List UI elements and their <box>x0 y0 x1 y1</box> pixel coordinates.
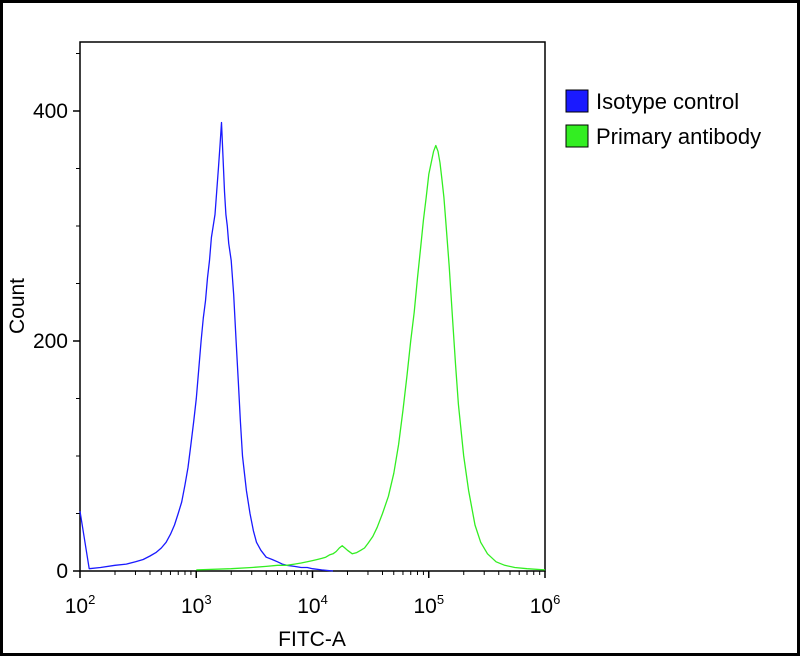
x-tick-label: 105 <box>413 592 444 618</box>
y-tick-label: 0 <box>56 560 68 583</box>
x-tick-exponent: 2 <box>88 592 95 607</box>
x-tick-label: 106 <box>530 592 561 618</box>
x-tick-exponent: 3 <box>204 592 211 607</box>
x-axis-label: FITC-A <box>278 628 346 651</box>
y-axis-label: Count <box>6 278 29 334</box>
y-tick-label: 400 <box>33 100 68 123</box>
series-layer <box>79 121 546 572</box>
legend-swatch-isotype <box>565 89 589 113</box>
legend: Isotype control Primary antibody <box>565 89 761 149</box>
x-tick-label: 104 <box>297 592 328 618</box>
legend-swatch-primary <box>565 124 589 148</box>
legend-label-primary: Primary antibody <box>596 124 761 149</box>
series-line-primary-antibody <box>196 144 546 571</box>
x-tick-exponent: 5 <box>437 592 444 607</box>
plot-area-border <box>79 41 546 572</box>
legend-label-isotype: Isotype control <box>596 89 739 114</box>
x-tick-label: 103 <box>181 592 212 618</box>
ticks-layer: 102 103 104 105 106 0 200 400 <box>33 53 561 618</box>
x-tick-exponent: 4 <box>321 592 328 607</box>
series-line-isotype-control <box>79 121 334 572</box>
x-tick-label: 102 <box>65 592 96 618</box>
x-tick-exponent: 6 <box>553 592 560 607</box>
y-tick-label: 200 <box>33 330 68 353</box>
